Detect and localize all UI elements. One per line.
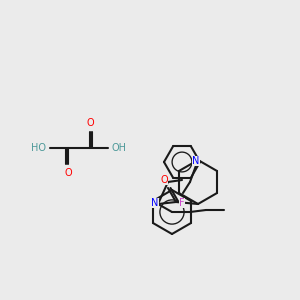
Text: F: F <box>179 198 185 208</box>
Text: O: O <box>86 118 94 128</box>
Text: O: O <box>160 175 168 185</box>
Text: N: N <box>192 156 200 166</box>
Text: O: O <box>64 168 72 178</box>
Text: OH: OH <box>112 143 127 153</box>
Text: N: N <box>151 198 159 208</box>
Text: HO: HO <box>32 143 46 153</box>
